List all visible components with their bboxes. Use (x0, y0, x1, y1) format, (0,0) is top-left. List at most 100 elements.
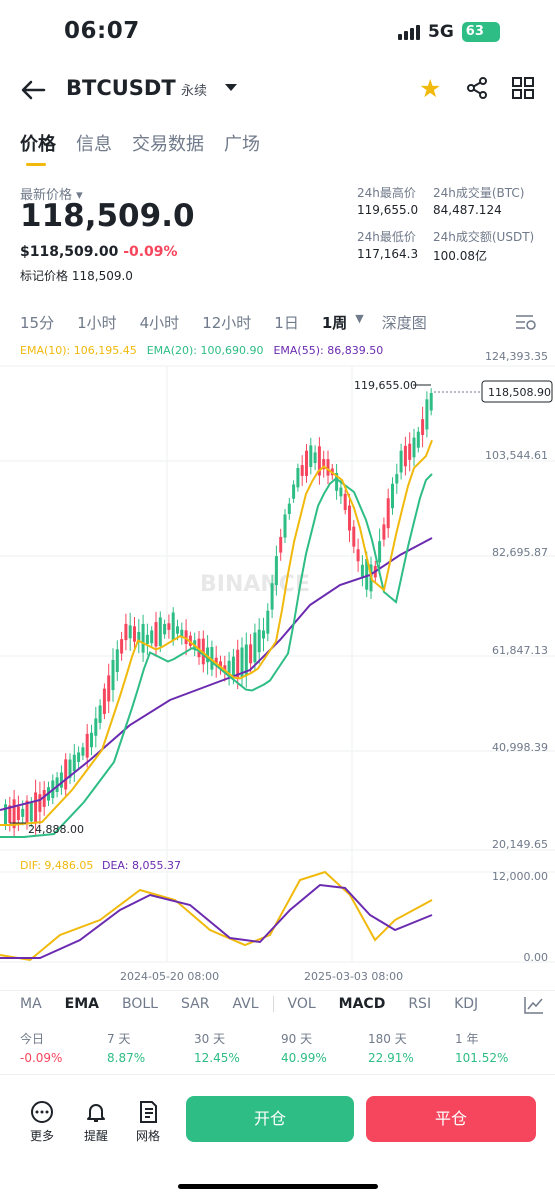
interval-depth[interactable]: 深度图 (381, 314, 427, 332)
candle-body (42, 790, 46, 807)
candle-body (287, 503, 291, 514)
price-chart[interactable]: BINANCE 119,655.00 118,508.90 24,888.00 … (0, 340, 555, 990)
candle-body (64, 759, 68, 790)
candle-body (296, 467, 300, 488)
candle-body (38, 794, 42, 812)
chart-settings-icon[interactable] (515, 313, 537, 335)
share-icon[interactable] (465, 76, 489, 104)
candle-body (386, 498, 390, 529)
candle-body (29, 802, 33, 822)
candle-body (391, 483, 394, 509)
contract-type: 永续 (181, 84, 208, 99)
candle-body (421, 419, 425, 435)
interval-1h[interactable]: 1小时 (77, 314, 117, 332)
interval-12h[interactable]: 12小时 (202, 314, 252, 332)
interval-4h[interactable]: 4小时 (139, 314, 180, 332)
candle-body (270, 583, 274, 610)
candle-body (145, 634, 149, 645)
candle-body (128, 625, 132, 639)
current-price-label: 118,508.90 (488, 386, 551, 399)
layout-grid-icon[interactable] (511, 76, 535, 104)
more-button[interactable]: 更多 (30, 1100, 54, 1144)
candle-body (115, 649, 119, 672)
ema20-label: EMA(20): 100,690.90 (146, 344, 264, 357)
candle-body (382, 524, 386, 540)
candle-body (176, 626, 179, 634)
open-position-button[interactable]: 开仓 (186, 1096, 354, 1142)
ema10-label: EMA(10): 106,195.45 (20, 344, 137, 357)
candle-body (416, 431, 420, 448)
interval-more-icon[interactable]: ▼ (355, 312, 364, 325)
candle-body (77, 752, 81, 762)
perf-90d: 90 天 40.99% (281, 1032, 327, 1065)
ind-avl[interactable]: AVL (232, 996, 259, 1012)
back-icon[interactable] (20, 78, 46, 108)
candle-body (408, 443, 412, 460)
candle-body (90, 732, 93, 748)
candle-body (124, 623, 128, 641)
perf-today: 今日 -0.09% (20, 1032, 63, 1065)
tab-square[interactable]: 广场 (224, 134, 260, 155)
last-price-label[interactable]: 最新价格 ▾ (20, 188, 83, 203)
ind-boll[interactable]: BOLL (122, 996, 158, 1012)
usd-price-row: $118,509.00 -0.09% (20, 244, 178, 260)
candle-body (313, 452, 317, 464)
tab-price[interactable]: 价格 (20, 130, 56, 166)
grid-button[interactable]: 网格 (136, 1100, 160, 1144)
indicator-chart-icon[interactable] (524, 996, 544, 1018)
candle-body (133, 626, 136, 642)
candle-body (137, 631, 141, 641)
candle-body (425, 399, 429, 430)
candle-body (68, 759, 72, 778)
low-value: 117,164.3 (357, 247, 419, 261)
candle-body (72, 754, 76, 772)
candle-body (231, 656, 235, 677)
vol-btc-label: 24h成交量(BTC) (433, 186, 525, 200)
perf-180d: 180 天 22.91% (368, 1032, 414, 1065)
high-value: 119,655.0 (357, 203, 419, 217)
interval-15m[interactable]: 15分 (20, 314, 55, 332)
chart-gridlines (0, 365, 555, 963)
mark-price-label: 标记价格 (20, 269, 69, 283)
candle-body (309, 445, 313, 467)
alert-button[interactable]: 提醒 (84, 1100, 108, 1144)
candle-body (141, 623, 145, 653)
ind-vol[interactable]: VOL (287, 996, 316, 1012)
mark-price-row: 标记价格 118,509.0 (20, 267, 133, 284)
candle-body (184, 630, 188, 645)
candle-body (16, 806, 20, 821)
dif-line (0, 870, 433, 962)
dea-label: DEA: 8,055.37 (102, 859, 181, 872)
candle-body (266, 610, 270, 634)
ind-sar[interactable]: SAR (180, 996, 210, 1012)
close-position-button[interactable]: 平仓 (366, 1096, 536, 1142)
ind-ma[interactable]: MA (20, 996, 42, 1012)
tab-trading-data[interactable]: 交易数据 (132, 134, 204, 155)
mark-price: 118,509.0 (71, 269, 133, 283)
ind-ema[interactable]: EMA (64, 996, 99, 1012)
usd-price: $118,509.00 (20, 244, 119, 260)
candle-body (21, 808, 25, 817)
interval-1d[interactable]: 1日 (274, 314, 299, 332)
divider (0, 1074, 555, 1075)
high-annotation: 119,655.00 (354, 379, 417, 392)
candle-body (283, 514, 287, 538)
tab-info[interactable]: 信息 (76, 134, 112, 155)
candle-body (360, 564, 364, 577)
signal-icon (398, 24, 420, 40)
ind-macd[interactable]: MACD (338, 996, 386, 1012)
candle-body (317, 446, 321, 476)
ema-legend: EMA(10): 106,195.45 EMA(20): 100,690.90 … (20, 344, 383, 357)
symbol-dropdown-icon[interactable] (224, 82, 238, 97)
candle-body (154, 622, 158, 647)
candle-body (107, 675, 111, 702)
interval-1w[interactable]: 1周 (321, 314, 348, 332)
ind-rsi[interactable]: RSI (408, 996, 432, 1012)
favorite-star-icon[interactable]: ★ (419, 74, 442, 103)
symbol-title[interactable]: BTCUSDT (66, 76, 176, 100)
candle-body (403, 445, 407, 467)
high-label: 24h最高价 (357, 186, 416, 200)
candle-body (274, 556, 278, 586)
ind-kdj[interactable]: KDJ (454, 996, 479, 1012)
candle-body (399, 450, 403, 473)
